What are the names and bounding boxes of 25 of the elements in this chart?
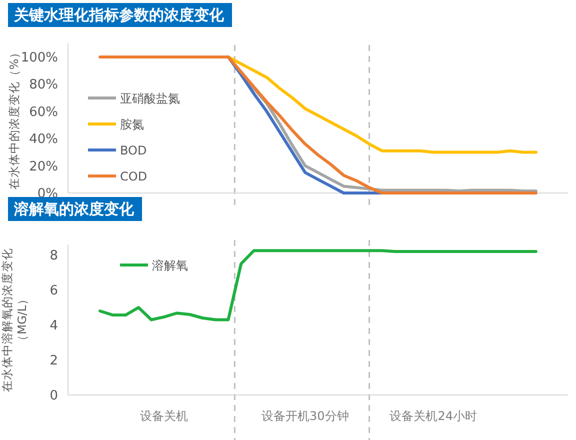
chart-title: 关键水理化指标参数的浓度变化 — [13, 6, 225, 24]
line-series — [226, 56, 538, 154]
y-tick-label: 40% — [29, 132, 58, 148]
y-tick-label: 2 — [50, 354, 58, 368]
y-tick-label: 6 — [50, 284, 58, 298]
chart-title: 溶解氧的浓度变化 — [13, 200, 135, 218]
y-tick-label: 80% — [29, 78, 58, 93]
y-axis-title: 在水体中溶解氧的浓度变化（MG/L） — [0, 248, 29, 392]
y-tick-label: 20% — [29, 159, 58, 174]
x-tick-label: 设备关机 — [140, 409, 188, 423]
legend-label: 亚硝酸盐氮 — [120, 92, 180, 106]
legend-label: 溶解氧 — [152, 258, 188, 272]
line-series — [98, 249, 538, 322]
y-tick-label: 8 — [50, 248, 58, 264]
x-tick-label: 设备关机24小时 — [390, 409, 478, 423]
x-tick-label: 设备开机30分钟 — [262, 409, 349, 423]
y-axis-title: 在水体中的浓度变化（%） — [7, 46, 21, 190]
y-tick-label: 100% — [20, 50, 58, 66]
legend-label: 胺氮 — [120, 118, 144, 132]
legend-label: BOD — [120, 144, 147, 158]
y-tick-label: 4 — [50, 318, 58, 334]
line-series — [98, 56, 538, 194]
legend-label: COD — [120, 170, 148, 184]
y-tick-label: 60% — [29, 104, 58, 120]
y-tick-label: 0 — [50, 388, 58, 404]
